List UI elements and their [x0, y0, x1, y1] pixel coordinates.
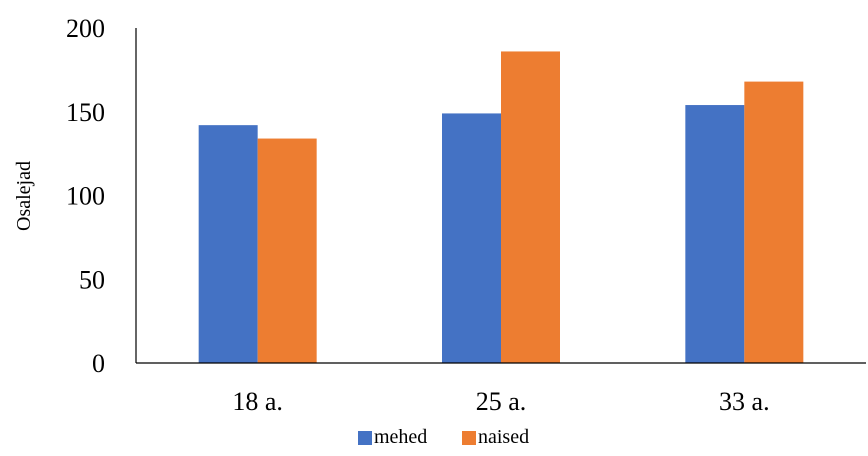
bar-naised-3: [744, 81, 804, 363]
bar-mehed-3: [685, 105, 745, 364]
legend-label-naised: naised: [478, 426, 529, 448]
y-axis-title-group: Osalejad: [13, 161, 35, 231]
bar-naised-2: [501, 51, 560, 363]
x-tick-label-2: 25 a.: [476, 387, 527, 416]
y-axis-ticks: 0 50 100 150 200: [66, 14, 105, 378]
y-tick-label-150: 150: [66, 98, 105, 127]
y-tick-label-50: 50: [79, 265, 105, 294]
x-tick-label-3: 33 a.: [719, 387, 770, 416]
y-tick-label-200: 200: [66, 14, 105, 43]
bar-naised-1: [257, 138, 317, 363]
bar-mehed-1: [198, 125, 258, 364]
legend-swatch-mehed: [358, 431, 372, 445]
y-tick-label-100: 100: [66, 182, 105, 211]
bar-mehed-2: [442, 113, 501, 363]
legend-swatch-naised: [462, 431, 476, 445]
x-tick-label-1: 18 a.: [232, 387, 283, 416]
legend-label-mehed: mehed: [374, 426, 427, 448]
legend: mehed naised: [358, 426, 529, 448]
x-axis-labels: 18 a. 25 a. 33 a.: [232, 387, 769, 416]
y-tick-label-0: 0: [92, 349, 105, 378]
y-axis-title: Osalejad: [13, 161, 35, 231]
bars: [198, 51, 804, 364]
